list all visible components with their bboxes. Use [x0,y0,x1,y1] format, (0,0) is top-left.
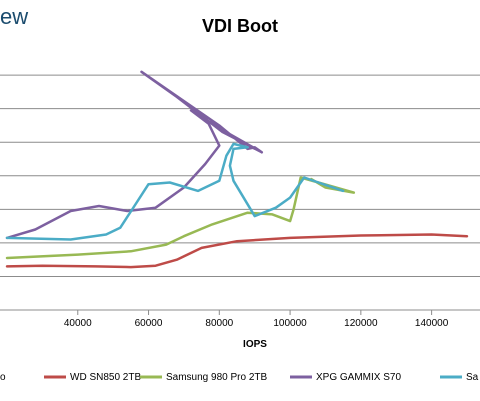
brand-logo-text: ew [0,4,28,29]
x-tick-label: 100000 [273,318,307,329]
series-lines [5,70,469,269]
x-tick-label: 140000 [415,318,449,329]
legend: o WD SN850 2TB Samsung 980 Pro 2TB XPG GAMM… [0,372,479,383]
x-axis-title: IOPS [243,339,267,350]
x-tick-label: 80000 [205,318,233,329]
series-line [5,142,345,241]
legend-label: o [0,372,6,383]
x-tick-label: 120000 [344,318,378,329]
x-axis-ticks: 40000 60000 80000 100000 120000 140000 [64,310,449,329]
series-line [5,70,264,240]
legend-label: WD SN850 2TB [70,372,141,383]
x-tick-label: 60000 [135,318,163,329]
legend-label: Samsung 980 Pro 2TB [166,372,267,383]
series-line [5,233,469,269]
legend-label: Sa [466,372,479,383]
x-tick-label: 40000 [64,318,92,329]
legend-label: XPG GAMMIX S70 [316,372,401,383]
chart-title: VDI Boot [202,16,278,36]
